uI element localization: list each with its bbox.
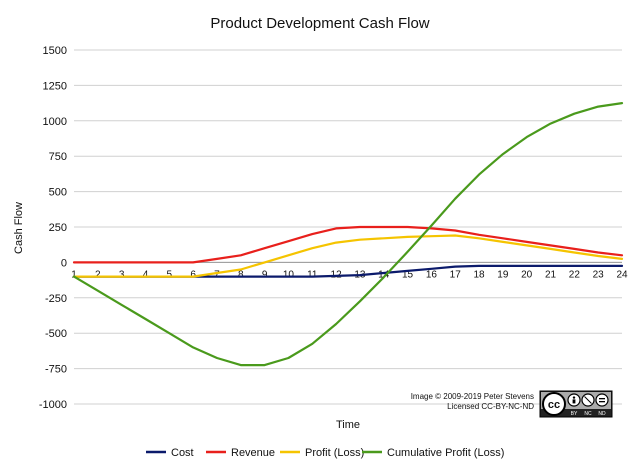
series-line-1 bbox=[72, 225, 624, 264]
x-tick-label: 3 bbox=[119, 269, 125, 280]
badge-nc-label: NC bbox=[584, 411, 592, 417]
x-tick-label: 5 bbox=[167, 269, 173, 280]
x-tick-label: 10 bbox=[283, 269, 295, 280]
y-tick-label: 250 bbox=[49, 222, 67, 234]
legend: Cost Revenue Profit (Loss) Cumulative Profi… bbox=[146, 447, 504, 459]
annotation-line-2: Licensed CC-BY-NC-ND bbox=[447, 402, 534, 411]
annotation-line-1: Image © 2009-2019 Peter Stevens bbox=[411, 392, 534, 401]
y-tick-label: 1000 bbox=[43, 116, 67, 128]
y-tick-label: -500 bbox=[45, 328, 67, 340]
y-axis-label: Cash Flow bbox=[13, 202, 25, 254]
x-tick-label: 16 bbox=[426, 269, 438, 280]
cc-license-badge: cc BY NC ND bbox=[539, 390, 613, 418]
y-tick-label: -1000 bbox=[39, 399, 67, 411]
x-tick-label: 23 bbox=[593, 269, 605, 280]
x-tick-label: 15 bbox=[402, 269, 414, 280]
series-line-3 bbox=[72, 101, 624, 367]
x-tick-label: 21 bbox=[545, 269, 557, 280]
y-tick-label: -250 bbox=[45, 293, 67, 305]
series-line-2 bbox=[72, 234, 624, 278]
x-tick-label: 24 bbox=[616, 269, 628, 280]
x-tick-label: 1 bbox=[71, 269, 77, 280]
x-axis-label: Time bbox=[336, 419, 360, 431]
cc-logo-text: cc bbox=[548, 399, 560, 411]
x-tick-label: 19 bbox=[497, 269, 509, 280]
x-tick-label: 22 bbox=[569, 269, 581, 280]
x-tick-label: 17 bbox=[450, 269, 462, 280]
nd-equals-icon bbox=[595, 393, 609, 407]
legend-label-3: Cumulative Profit (Loss) bbox=[387, 447, 504, 459]
x-tick-label: 4 bbox=[143, 269, 149, 280]
legend-label-2: Profit (Loss) bbox=[305, 447, 364, 459]
x-tick-label: 2 bbox=[95, 269, 101, 280]
x-tick-label: 18 bbox=[473, 269, 485, 280]
cc-logo-icon bbox=[542, 392, 566, 416]
badge-nd-label: ND bbox=[598, 411, 606, 417]
y-tick-label: 1250 bbox=[43, 80, 67, 92]
y-tick-label: -750 bbox=[45, 364, 67, 376]
x-tick-label: 11 bbox=[307, 269, 318, 280]
y-tick-label: 750 bbox=[49, 151, 67, 163]
y-tick-label: 1500 bbox=[43, 45, 67, 57]
badge-by-label: BY bbox=[571, 411, 578, 417]
y-tick-label: 0 bbox=[61, 257, 67, 269]
x-tick-label: 9 bbox=[262, 269, 268, 280]
y-tick-label: 500 bbox=[49, 187, 67, 199]
x-tick-label: 8 bbox=[238, 269, 244, 280]
legend-label-1: Revenue bbox=[231, 447, 275, 459]
x-tick-label: 6 bbox=[190, 269, 196, 280]
legend-label-0: Cost bbox=[171, 447, 194, 459]
y-axis-ticks: -1000 -750 -500 -250 0 250 500 750 1000 1250 1500 bbox=[39, 45, 67, 411]
series-line-0 bbox=[72, 264, 624, 278]
x-tick-label: 7 bbox=[214, 269, 220, 280]
x-tick-label: 20 bbox=[521, 269, 533, 280]
chart-title: Product Development Cash Flow bbox=[210, 15, 429, 32]
series-lines bbox=[72, 101, 624, 367]
copyright-annotation: Image © 2009-2019 Peter Stevens Licensed… bbox=[411, 392, 535, 411]
x-tick-label: 14 bbox=[378, 269, 390, 280]
